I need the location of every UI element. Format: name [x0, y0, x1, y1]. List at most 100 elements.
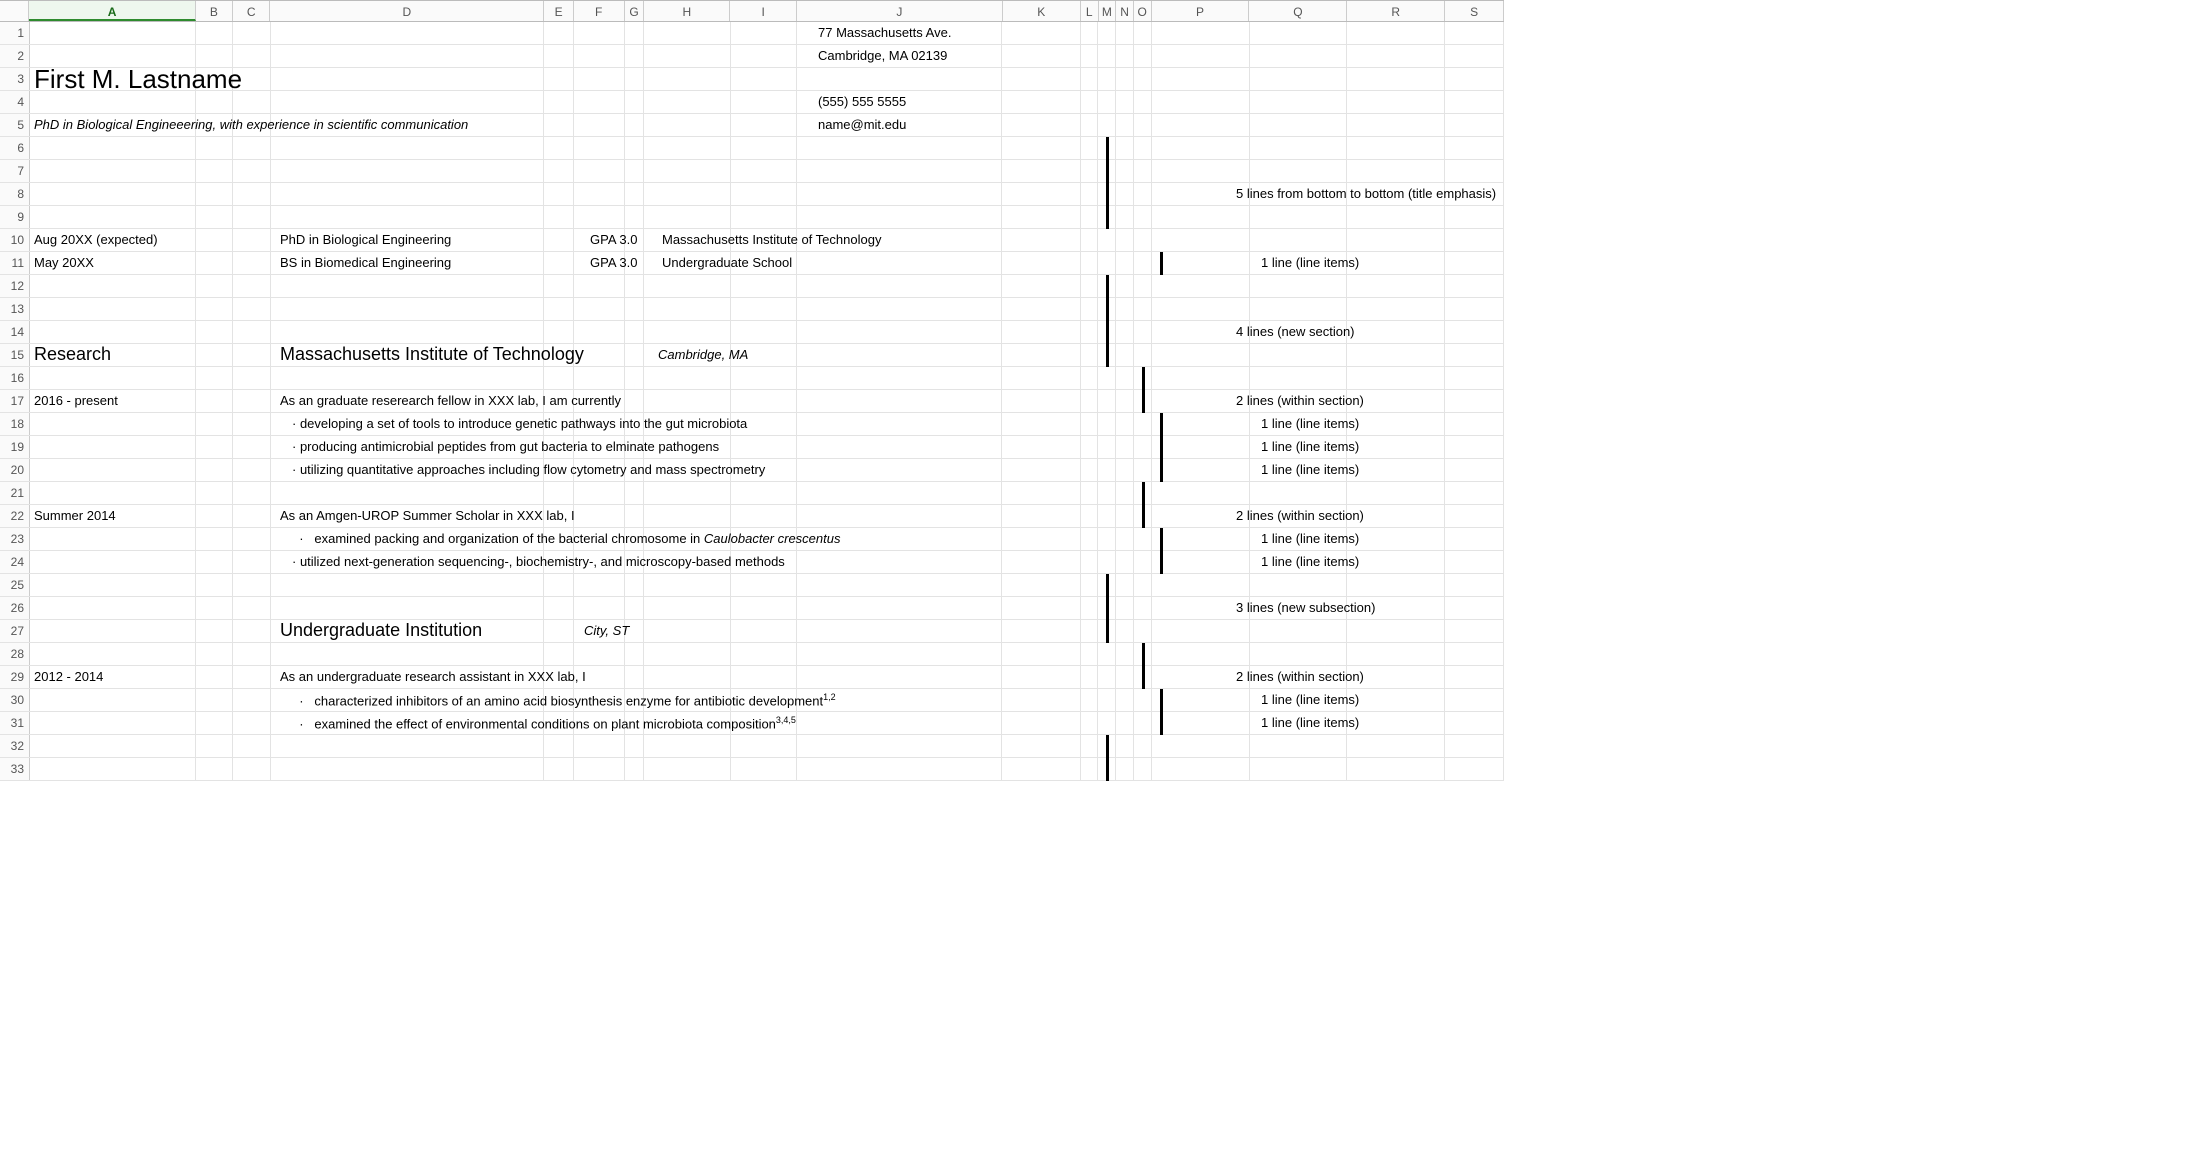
cell[interactable]: [644, 45, 730, 67]
cell[interactable]: [233, 114, 270, 136]
cell[interactable]: [1347, 712, 1445, 734]
cell[interactable]: [1081, 321, 1099, 343]
cell[interactable]: [1116, 229, 1134, 251]
cell[interactable]: [625, 482, 645, 504]
cell[interactable]: [196, 68, 233, 90]
cell[interactable]: [271, 689, 545, 711]
cell[interactable]: [233, 91, 270, 113]
cell[interactable]: [196, 137, 233, 159]
cell[interactable]: [1098, 160, 1116, 182]
cell[interactable]: [1347, 367, 1445, 389]
cell[interactable]: [644, 229, 730, 251]
cell[interactable]: [1002, 137, 1080, 159]
cell[interactable]: [1116, 413, 1134, 435]
col-header-A[interactable]: A: [29, 1, 195, 21]
cell[interactable]: [1152, 252, 1250, 274]
cell[interactable]: [644, 482, 730, 504]
cell[interactable]: [625, 574, 645, 596]
cell[interactable]: [1098, 344, 1116, 366]
cell[interactable]: [544, 551, 574, 573]
cell[interactable]: [1002, 436, 1080, 458]
cell[interactable]: [30, 68, 196, 90]
cell[interactable]: [1152, 689, 1250, 711]
cell[interactable]: [544, 643, 574, 665]
cell[interactable]: [625, 643, 645, 665]
cell[interactable]: [797, 183, 1002, 205]
row-header[interactable]: 4: [0, 91, 30, 113]
cell[interactable]: [1081, 183, 1099, 205]
cell[interactable]: [544, 45, 574, 67]
cell[interactable]: [1152, 574, 1250, 596]
cell[interactable]: [1152, 367, 1250, 389]
col-header-Q[interactable]: Q: [1249, 1, 1347, 21]
cell[interactable]: [644, 367, 730, 389]
row-header[interactable]: 1: [0, 22, 30, 44]
cell[interactable]: [625, 183, 645, 205]
row-header[interactable]: 31: [0, 712, 30, 734]
cell[interactable]: [1445, 574, 1504, 596]
cell[interactable]: [1116, 597, 1134, 619]
cell[interactable]: [1445, 390, 1504, 412]
cell[interactable]: [1152, 413, 1250, 435]
cell[interactable]: [625, 528, 645, 550]
cell[interactable]: [1002, 275, 1080, 297]
cell[interactable]: [1250, 275, 1348, 297]
cell[interactable]: [731, 91, 798, 113]
cell[interactable]: [1250, 206, 1348, 228]
cell[interactable]: [625, 160, 645, 182]
cell[interactable]: [271, 321, 545, 343]
cell[interactable]: [233, 505, 270, 527]
cell[interactable]: [1445, 252, 1504, 274]
cell[interactable]: [1250, 252, 1348, 274]
cell[interactable]: [233, 436, 270, 458]
col-header-G[interactable]: G: [625, 1, 645, 21]
cell[interactable]: [1250, 183, 1348, 205]
cell[interactable]: [644, 689, 730, 711]
row-header[interactable]: 27: [0, 620, 30, 642]
cell[interactable]: [731, 229, 798, 251]
col-header-J[interactable]: J: [797, 1, 1003, 21]
cell[interactable]: [625, 275, 645, 297]
cell[interactable]: [1152, 758, 1250, 780]
row-header[interactable]: 3: [0, 68, 30, 90]
cell[interactable]: [625, 367, 645, 389]
cell[interactable]: [544, 459, 574, 481]
cell[interactable]: [233, 45, 270, 67]
cell[interactable]: [1347, 735, 1445, 757]
cell[interactable]: [544, 390, 574, 412]
cell[interactable]: [233, 413, 270, 435]
cell[interactable]: [233, 551, 270, 573]
cell[interactable]: [1116, 114, 1134, 136]
cell[interactable]: [544, 735, 574, 757]
cell[interactable]: [30, 574, 196, 596]
cell[interactable]: [1347, 528, 1445, 550]
cell[interactable]: [644, 551, 730, 573]
cell[interactable]: [574, 689, 625, 711]
cell[interactable]: [1250, 68, 1348, 90]
col-header-O[interactable]: O: [1134, 1, 1152, 21]
cell-grid[interactable]: 1234567891011121314151617181920212223242…: [0, 22, 1504, 794]
cell[interactable]: [30, 482, 196, 504]
cell[interactable]: [625, 666, 645, 688]
col-header-S[interactable]: S: [1445, 1, 1504, 21]
cell[interactable]: [797, 206, 1002, 228]
cell[interactable]: [574, 367, 625, 389]
cell[interactable]: [271, 459, 545, 481]
cell[interactable]: [196, 22, 233, 44]
cell[interactable]: [625, 252, 645, 274]
cell[interactable]: [644, 459, 730, 481]
cell[interactable]: [1081, 528, 1099, 550]
cell[interactable]: [233, 574, 270, 596]
cell[interactable]: [1347, 137, 1445, 159]
row-header[interactable]: 21: [0, 482, 30, 504]
cell[interactable]: [644, 160, 730, 182]
cell[interactable]: [233, 160, 270, 182]
cell[interactable]: [1445, 620, 1504, 642]
cell[interactable]: [797, 413, 1002, 435]
cell[interactable]: [1250, 229, 1348, 251]
cell[interactable]: [1152, 597, 1250, 619]
cell[interactable]: [1098, 459, 1116, 481]
cell[interactable]: [196, 275, 233, 297]
cell[interactable]: [271, 298, 545, 320]
cell[interactable]: [1134, 689, 1152, 711]
